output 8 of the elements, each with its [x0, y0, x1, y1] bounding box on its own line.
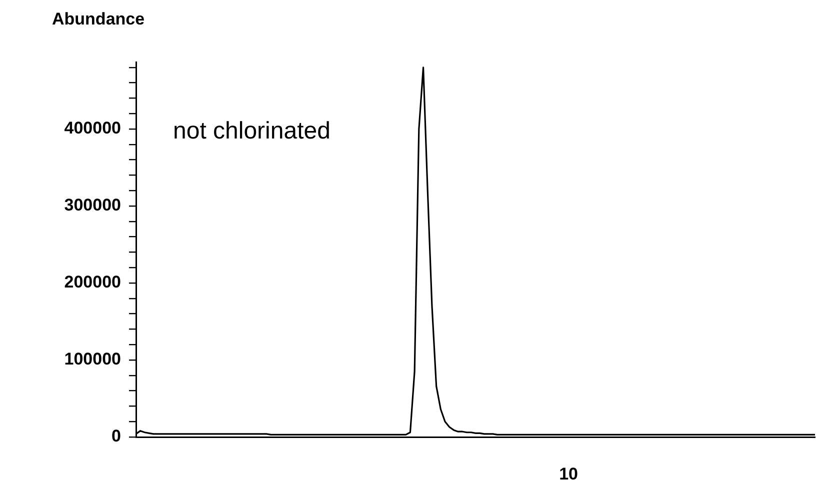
annotation: not chlorinated [173, 118, 330, 145]
y-tick-label: 400000 [64, 118, 121, 138]
y-axis-title: Abundance [52, 10, 145, 29]
y-tick-label: 200000 [64, 272, 121, 292]
y-tick-label: 0 [112, 426, 121, 446]
y-tick-label: 300000 [64, 196, 121, 215]
text: 10 [559, 464, 578, 484]
y-tick-label: 100000 [64, 350, 121, 369]
